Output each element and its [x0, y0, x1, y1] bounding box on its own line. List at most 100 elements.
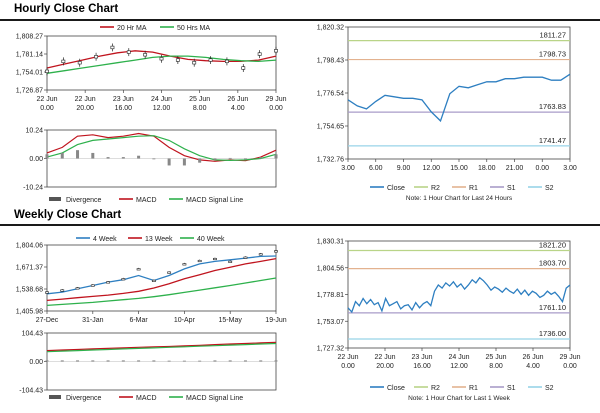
- hourly-close-x-tick-label: 3.00: [341, 165, 355, 172]
- weekly-macd-legend-divergence-label: Divergence: [66, 395, 102, 402]
- weekly-close-level-label-r1: 1803.70: [539, 259, 566, 268]
- hourly-macd-divergence-bar: [243, 158, 247, 160]
- weekly-close-level-label-s2: 1736.00: [539, 329, 566, 338]
- weekly-close-x-tick-label: 0.00: [563, 363, 577, 370]
- hourly-price-x-tick-label: 4.00: [231, 105, 245, 112]
- hourly-macd-divergence-bar: [60, 152, 64, 159]
- weekly-macd-divergence-bar: [45, 360, 49, 362]
- weekly-price-candle: [151, 279, 156, 282]
- hourly-price-legend-50hr-label: 50 Hrs MA: [177, 25, 210, 32]
- hourly-macd-divergence-bar: [152, 158, 156, 160]
- weekly-macd-divergence-bar: [60, 360, 64, 362]
- weekly-close-x-tick-label: 8.00: [489, 363, 503, 370]
- hourly-price-candle: [241, 66, 246, 70]
- hourly-close-x-tick-label: 3.00: [563, 165, 577, 172]
- weekly-close-x-tick-label: 26 Jun: [522, 354, 543, 361]
- hourly-price-candle: [175, 58, 180, 62]
- hourly-macd-legend-divergence-label: Divergence: [66, 197, 102, 204]
- weekly-macd-series-macd: [46, 341, 277, 352]
- weekly-close-level-label-s1: 1761.10: [539, 303, 566, 312]
- hourly-close-series-close: [347, 73, 571, 123]
- hourly-macd-divergence-bar: [198, 158, 202, 163]
- hourly-close-x-tick-label: 18.00: [478, 165, 496, 172]
- hourly-macd-y-tick-label: 10.24: [25, 128, 43, 135]
- hourly-macd-divergence-bar: [274, 154, 278, 159]
- weekly-price-series-13-week: [46, 257, 277, 302]
- weekly-section-title: Weekly Close Chart: [14, 209, 122, 221]
- weekly-macd-legend-macd-label: MACD: [136, 395, 157, 402]
- weekly-close-x-tick-label: 25 Jun: [485, 354, 506, 361]
- weekly-price-x-tick-label: 15-May: [219, 317, 243, 324]
- weekly-price-x-tick-label: 27-Dec: [36, 317, 59, 324]
- hourly-close-legend-s1-label: S1: [507, 185, 516, 192]
- weekly-price-x-tick-label: 19-Jun: [265, 317, 287, 324]
- hourly-price-x-tick-label: 12.00: [153, 105, 171, 112]
- weekly-price-candle: [258, 253, 263, 256]
- weekly-close-y-tick-label: 1,753.07: [317, 319, 344, 326]
- weekly-macd-legend-signal-label: MACD Signal Line: [186, 395, 243, 402]
- weekly-close-x-tick-label: 16.00: [413, 363, 431, 370]
- weekly-price-candle: [213, 257, 217, 261]
- hourly-price-y-tick-label: 1,726.87: [16, 88, 43, 95]
- hourly-price-y-tick-label: 1,754.01: [16, 70, 43, 77]
- weekly-macd-divergence-bar: [152, 360, 156, 362]
- hourly-price-y-tick-label: 1,781.14: [16, 52, 43, 59]
- weekly-close-x-tick-label: 20.00: [376, 363, 394, 370]
- hourly-close-legend-r1-label: R1: [469, 185, 478, 192]
- hourly-price-x-tick-label: 25 Jun: [189, 96, 210, 103]
- weekly-price-candle: [228, 260, 233, 263]
- weekly-close-x-tick-label: 29 Jun: [559, 354, 580, 361]
- hourly-close-x-tick-label: 6.00: [369, 165, 383, 172]
- hourly-price-candle: [159, 57, 164, 61]
- weekly-macd-legend-divergence-swatch: [49, 395, 61, 399]
- weekly-macd-divergence-bar: [243, 360, 247, 362]
- hourly-price-x-tick-label: 22 Jun: [75, 96, 96, 103]
- weekly-close-note: Note: 1 Hour Chart for Last 1 Week: [408, 395, 511, 402]
- hourly-price-x-tick-label: 24 Jun: [151, 96, 172, 103]
- weekly-price-candle: [106, 281, 110, 284]
- hourly-close-legend-s2-label: S2: [545, 185, 554, 192]
- weekly-close-x-tick-label: 22 Jun: [337, 354, 358, 361]
- hourly-macd-divergence-bar: [259, 157, 263, 159]
- hourly-macd-divergence-bar: [121, 157, 125, 159]
- hourly-macd-y-tick-label: -10.24: [23, 185, 43, 192]
- weekly-close-series-close: [347, 276, 571, 314]
- weekly-price-series-4-week: [46, 255, 277, 295]
- weekly-macd-divergence-bar: [91, 360, 95, 362]
- weekly-close-level-label-r2: 1821.20: [539, 240, 566, 249]
- hourly-price-x-tick-label: 29 Jun: [265, 96, 286, 103]
- hourly-price-candle: [143, 53, 148, 57]
- weekly-macd-divergence-bar: [182, 360, 186, 362]
- hourly-macd-divergence-bar: [213, 158, 217, 160]
- hourly-price-x-tick-label: 22 Jun: [36, 96, 57, 103]
- hourly-price-y-tick-label: 1,808.27: [16, 34, 43, 41]
- hourly-price-x-tick-label: 0.00: [269, 105, 283, 112]
- weekly-price-y-tick-label: 1,804.06: [16, 243, 43, 250]
- hourly-macd-divergence-bar: [76, 150, 80, 159]
- hourly-close-note: Note: 1 Hour Chart for Last 24 Hours: [406, 195, 513, 202]
- weekly-close-legend-r1-label: R1: [469, 385, 478, 392]
- hourly-close-legend-close-label: Close: [387, 185, 405, 192]
- weekly-close-y-tick-label: 1,804.56: [317, 265, 344, 272]
- hourly-price-x-tick-label: 8.00: [193, 105, 207, 112]
- hourly-macd-legend-macd-label: MACD: [136, 197, 157, 204]
- weekly-price-candle: [136, 268, 141, 271]
- hourly-close-y-tick-label: 1,776.54: [317, 91, 344, 98]
- weekly-close-x-tick-label: 23 Jun: [411, 354, 432, 361]
- hourly-macd-divergence-bar: [182, 158, 186, 166]
- weekly-close-x-tick-label: 24 Jun: [448, 354, 469, 361]
- weekly-price-candle: [121, 278, 126, 281]
- hourly-price-x-tick-label: 16.00: [115, 105, 133, 112]
- weekly-macd-divergence-bar: [259, 360, 263, 362]
- weekly-price-candle: [167, 271, 172, 274]
- weekly-macd-divergence-bar: [213, 360, 217, 362]
- hourly-macd-divergence-bar: [91, 152, 95, 159]
- weekly-price-candle: [274, 250, 278, 253]
- weekly-macd-divergence-bar: [228, 360, 232, 362]
- hourly-macd-series-macd-signal-line: [46, 135, 277, 162]
- hourly-macd-divergence-bar: [228, 157, 232, 159]
- hourly-close-y-tick-label: 1,798.43: [317, 58, 344, 65]
- weekly-price-candle: [45, 291, 49, 294]
- hourly-macd-legend-signal-label: MACD Signal Line: [186, 197, 243, 204]
- hourly-macd-divergence-bar: [45, 154, 49, 159]
